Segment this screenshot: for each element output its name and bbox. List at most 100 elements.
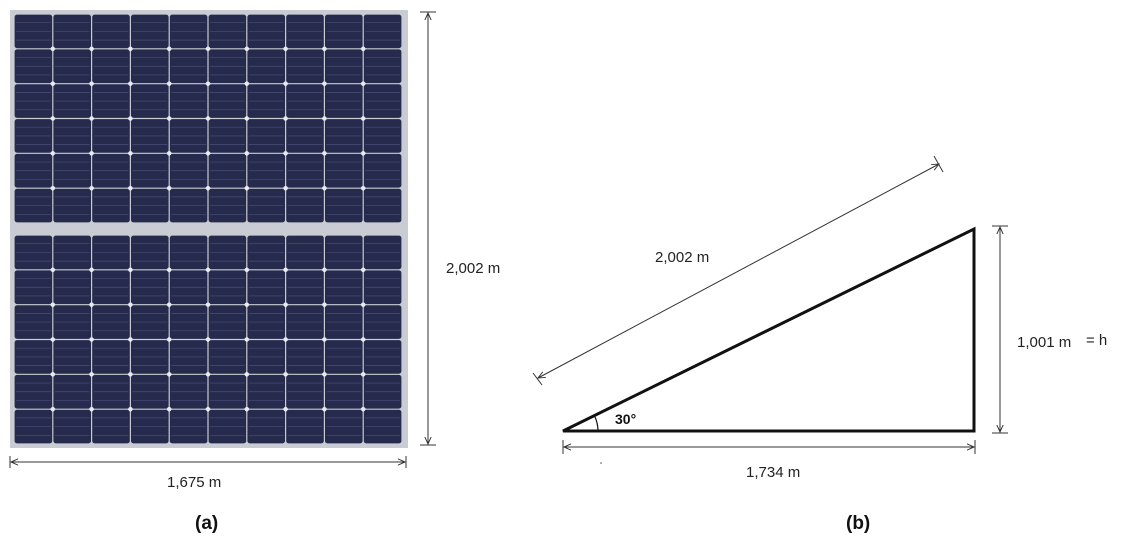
cell-node xyxy=(244,337,249,342)
cell-node xyxy=(50,302,55,307)
cell-node xyxy=(283,372,288,377)
cell-node xyxy=(50,116,55,121)
cell-node xyxy=(50,372,55,377)
cell-node xyxy=(128,81,133,86)
cell-node xyxy=(361,151,366,156)
cell-node xyxy=(89,406,94,412)
panel-height-label: 2,002 m xyxy=(446,260,500,277)
cell-node xyxy=(283,46,288,52)
cell-node xyxy=(283,151,288,156)
cell-node xyxy=(205,185,211,191)
height-symbol: = h xyxy=(1086,332,1107,349)
cell-node xyxy=(322,406,327,412)
cell-node xyxy=(244,267,249,273)
cell-node xyxy=(322,81,327,86)
cell-node xyxy=(89,185,94,191)
cell-node xyxy=(205,116,211,121)
panel-height-dimension xyxy=(420,11,436,446)
cell-node xyxy=(205,406,211,412)
triangle xyxy=(562,226,976,433)
cell-node xyxy=(89,267,94,273)
cell-node xyxy=(361,406,366,412)
cell-node xyxy=(244,302,249,307)
cell-node xyxy=(167,372,172,377)
hypotenuse-dimension xyxy=(532,155,944,386)
cell-node xyxy=(322,116,327,121)
cell-node xyxy=(128,116,133,121)
cell-node xyxy=(244,116,249,121)
cell-node xyxy=(205,267,211,273)
cell-node xyxy=(322,151,327,156)
cell-node xyxy=(167,302,172,307)
cell-node xyxy=(128,185,133,191)
panel-width-label: 1,675 m xyxy=(167,474,221,491)
cell-node xyxy=(167,267,172,273)
cell-node xyxy=(322,46,327,52)
cell-node xyxy=(244,185,249,191)
cell-node xyxy=(322,372,327,377)
cell-node xyxy=(244,372,249,377)
cell-node xyxy=(128,151,133,156)
cell-node xyxy=(283,302,288,307)
cell-node xyxy=(283,81,288,86)
panel-cells xyxy=(14,14,402,444)
cell-node xyxy=(322,337,327,342)
cell-node xyxy=(205,81,211,86)
cell-node xyxy=(361,372,366,377)
cell-node xyxy=(89,116,94,121)
cell-node xyxy=(361,81,366,86)
cell-node xyxy=(128,46,133,52)
cell-node xyxy=(244,151,249,156)
cell-node xyxy=(361,46,366,52)
angle-label: 30° xyxy=(615,411,636,427)
cell-node xyxy=(361,116,366,121)
solar-panel xyxy=(10,10,408,448)
triangle-height-label: 1,001 m xyxy=(1017,334,1071,351)
cell-node xyxy=(128,267,133,273)
cell-node xyxy=(89,372,94,377)
cell-node xyxy=(244,81,249,86)
cell-node xyxy=(167,151,172,156)
cell-node xyxy=(50,185,55,191)
cell-node xyxy=(89,151,94,156)
cell-node xyxy=(283,337,288,342)
cell-node xyxy=(361,185,366,191)
cell-node xyxy=(89,302,94,307)
cell-node xyxy=(167,337,172,342)
cell-node xyxy=(50,337,55,342)
cell-node xyxy=(50,46,55,52)
cell-node xyxy=(50,81,55,86)
triangle-shape xyxy=(562,226,976,433)
cell-node xyxy=(244,406,249,412)
cell-node xyxy=(128,406,133,412)
cell-node xyxy=(205,372,211,377)
cell-node xyxy=(361,302,366,307)
cell-node xyxy=(244,46,249,52)
cell-node xyxy=(322,302,327,307)
cell-node xyxy=(205,337,211,342)
cell-node xyxy=(128,372,133,377)
base-label: 1,734 m xyxy=(746,464,800,481)
cell-node xyxy=(205,46,211,52)
triangle-height-dimension xyxy=(992,225,1008,434)
cell-node xyxy=(50,267,55,273)
caption-a: (a) xyxy=(195,513,218,534)
cell-node xyxy=(322,185,327,191)
cell-node xyxy=(89,46,94,52)
caption-b: (b) xyxy=(846,513,870,534)
panel-width-dimension xyxy=(9,456,407,468)
cell-node xyxy=(361,267,366,273)
cell-node xyxy=(283,267,288,273)
cell-node xyxy=(89,81,94,86)
base-dimension xyxy=(562,440,976,464)
angle-arc xyxy=(593,415,599,432)
cell-node xyxy=(205,302,211,307)
cell-node xyxy=(283,185,288,191)
cell-node xyxy=(167,185,172,191)
hypotenuse-label: 2,002 m xyxy=(655,249,709,266)
cell-node xyxy=(283,406,288,412)
cell-node xyxy=(167,46,172,52)
cell-node xyxy=(361,337,366,342)
cell-node xyxy=(50,151,55,156)
